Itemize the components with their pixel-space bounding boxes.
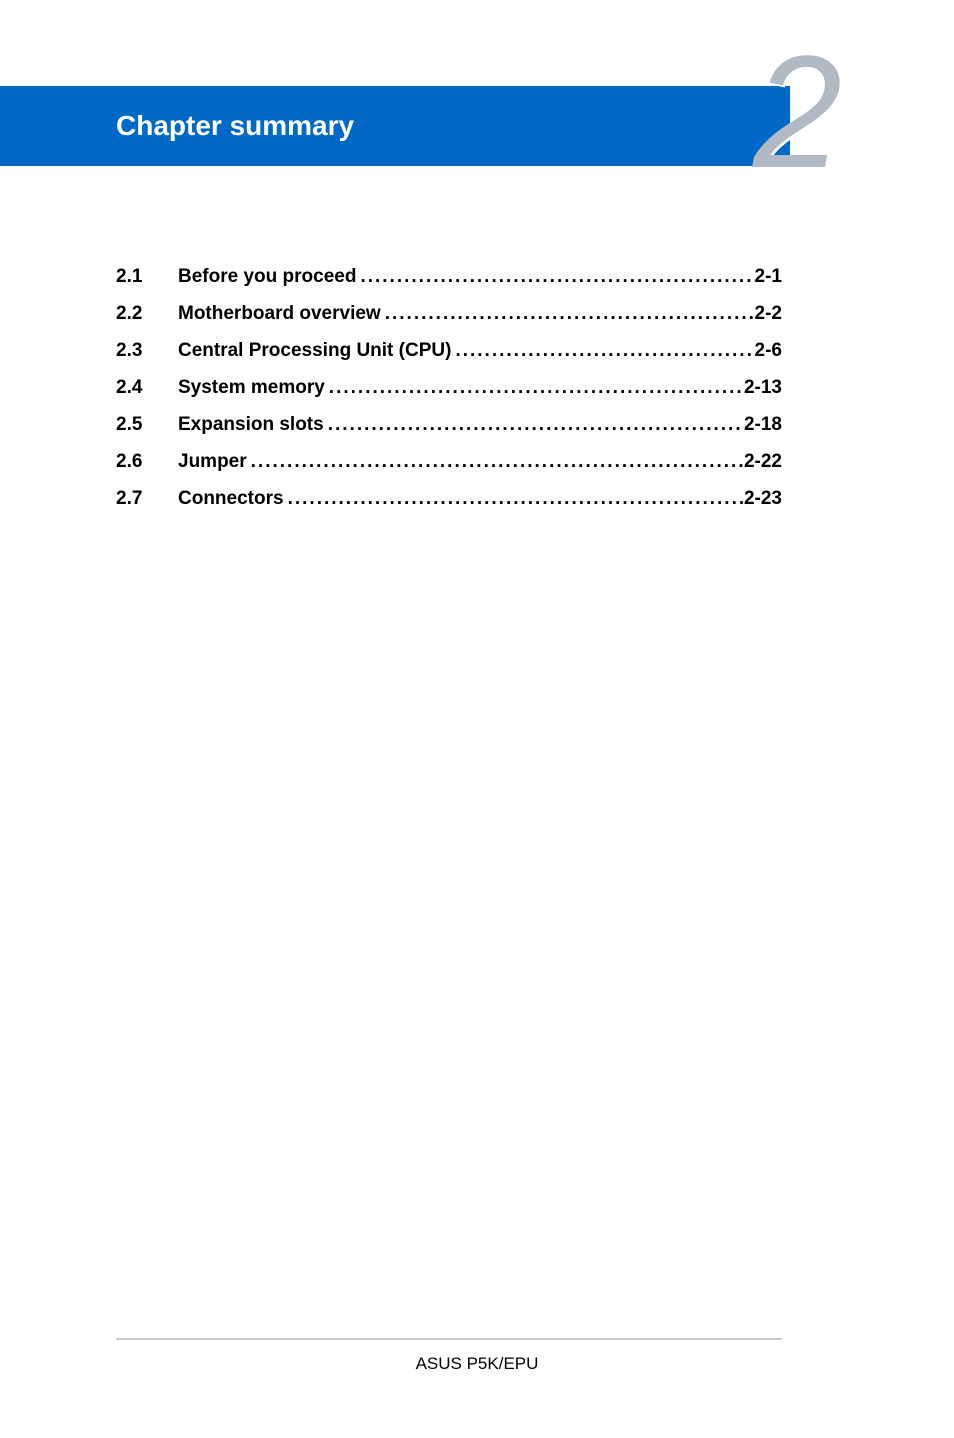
footer-text: ASUS P5K/EPU xyxy=(0,1354,954,1374)
toc-row: 2.6 Jumper 2-22 xyxy=(116,443,782,480)
toc-section-number: 2.5 xyxy=(116,406,178,443)
toc-section-title: System memory xyxy=(178,369,325,406)
toc-leader-dots xyxy=(451,332,754,369)
toc-section-title: Jumper xyxy=(178,443,247,480)
toc-leader-dots xyxy=(356,258,754,295)
toc-page-number: 2-2 xyxy=(755,295,782,332)
toc-section-number: 2.1 xyxy=(116,258,178,295)
toc-row: 2.4 System memory 2-13 xyxy=(116,369,782,406)
toc-leader-dots xyxy=(284,480,744,517)
header-band: Chapter summary xyxy=(0,86,790,166)
toc-page-number: 2-22 xyxy=(744,443,782,480)
toc-page-number: 2-18 xyxy=(744,406,782,443)
toc-leader-dots xyxy=(325,369,744,406)
toc-row: 2.1 Before you proceed 2-1 xyxy=(116,258,782,295)
toc-row: 2.5 Expansion slots 2-18 xyxy=(116,406,782,443)
toc-row: 2.2 Motherboard overview 2-2 xyxy=(116,295,782,332)
chapter-summary-title: Chapter summary xyxy=(116,110,354,142)
toc-page-number: 2-23 xyxy=(744,480,782,517)
chapter-number: 2 xyxy=(753,32,842,192)
toc-leader-dots xyxy=(381,295,755,332)
toc-leader-dots xyxy=(247,443,744,480)
toc-section-number: 2.4 xyxy=(116,369,178,406)
toc-section-number: 2.7 xyxy=(116,480,178,517)
page: 2 Chapter summary 2.1 Before you proceed… xyxy=(0,0,954,1438)
toc-page-number: 2-1 xyxy=(755,258,782,295)
footer-divider xyxy=(116,1338,782,1340)
toc-row: 2.3 Central Processing Unit (CPU) 2-6 xyxy=(116,332,782,369)
table-of-contents: 2.1 Before you proceed 2-1 2.2 Motherboa… xyxy=(116,258,782,517)
toc-section-number: 2.6 xyxy=(116,443,178,480)
toc-section-title: Expansion slots xyxy=(178,406,324,443)
toc-section-title: Connectors xyxy=(178,480,284,517)
toc-section-number: 2.3 xyxy=(116,332,178,369)
toc-leader-dots xyxy=(324,406,744,443)
toc-row: 2.7 Connectors 2-23 xyxy=(116,480,782,517)
toc-page-number: 2-6 xyxy=(755,332,782,369)
toc-page-number: 2-13 xyxy=(744,369,782,406)
toc-section-number: 2.2 xyxy=(116,295,178,332)
toc-section-title: Before you proceed xyxy=(178,258,356,295)
toc-section-title: Motherboard overview xyxy=(178,295,381,332)
toc-section-title: Central Processing Unit (CPU) xyxy=(178,332,451,369)
